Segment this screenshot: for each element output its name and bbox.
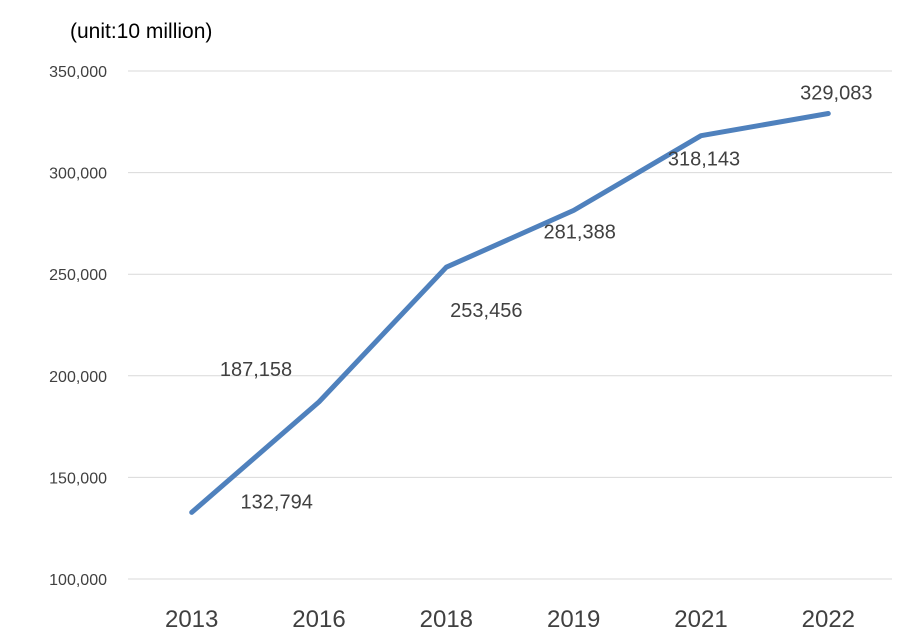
- unit-label: (unit:10 million): [70, 20, 212, 43]
- data-label: 318,143: [668, 149, 740, 171]
- series-line: [189, 111, 831, 515]
- y-axis-ticks: 100,000 150,000 200,000 250,000 300,000 350,0…: [49, 64, 107, 589]
- data-label: 253,456: [450, 300, 522, 322]
- data-labels: 132,794 187,158 253,456 281,388 318,143 329,0…: [220, 83, 873, 514]
- y-tick-label: 150,000: [49, 470, 107, 487]
- data-label: 281,388: [544, 221, 616, 243]
- x-tick-label: 2021: [674, 606, 727, 633]
- y-tick-label: 100,000: [49, 572, 107, 589]
- y-tick-label: 250,000: [49, 267, 107, 284]
- x-axis-ticks: 2013 2016 2018 2019 2021 2022: [165, 606, 855, 633]
- x-tick-label: 2018: [420, 606, 473, 633]
- x-tick-label: 2013: [165, 606, 218, 633]
- x-tick-label: 2016: [292, 606, 345, 633]
- gridlines: [128, 70, 892, 580]
- data-label: 329,083: [800, 83, 872, 105]
- y-tick-label: 350,000: [49, 64, 107, 81]
- data-label: 187,158: [220, 359, 292, 381]
- x-tick-label: 2019: [547, 606, 600, 633]
- y-tick-label: 200,000: [49, 369, 107, 386]
- y-tick-label: 300,000: [49, 166, 107, 183]
- data-label: 132,794: [241, 491, 313, 513]
- x-tick-label: 2022: [802, 606, 855, 633]
